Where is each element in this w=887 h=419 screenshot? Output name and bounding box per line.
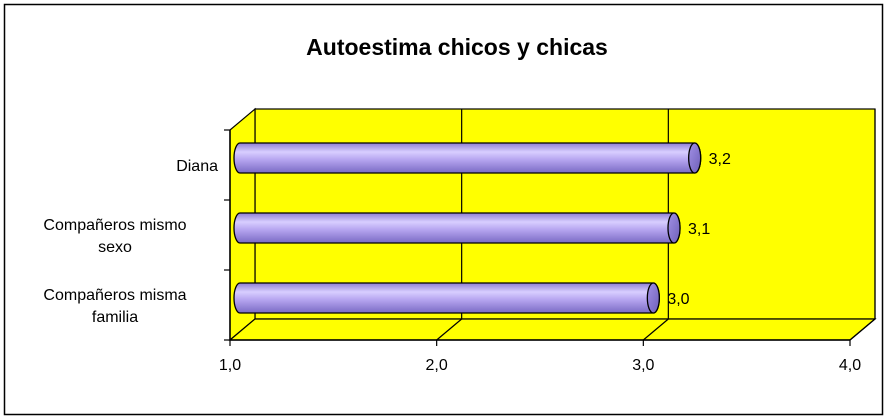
x-tick-label: 2,0 — [426, 357, 448, 374]
bar-cap — [688, 142, 702, 174]
floor — [228, 318, 877, 341]
bar-cap — [646, 282, 660, 314]
category-label: Compañeros mismo — [43, 217, 186, 234]
x-tick-label: 4,0 — [839, 357, 861, 374]
x-tick-label: 1,0 — [219, 357, 241, 374]
category-label: familia — [92, 309, 138, 326]
data-label: 3,0 — [667, 291, 689, 308]
bar — [233, 282, 660, 314]
category-label: Diana — [176, 158, 218, 175]
floor-gridline — [436, 318, 463, 341]
data-label: 3,2 — [709, 151, 731, 168]
floor-gridline — [849, 318, 876, 341]
floor-gridline — [642, 318, 669, 341]
plot-area: 1,0 2,0 3,0 4,0 3,2 Diana 3,1 Compañeros mismo s… — [43, 107, 877, 374]
category-label: Compañeros misma — [43, 287, 186, 304]
data-label: 3,1 — [688, 221, 710, 238]
category-label: sexo — [98, 239, 132, 256]
bar — [233, 212, 681, 244]
x-tick-label: 3,0 — [632, 357, 654, 374]
bar — [233, 142, 702, 174]
chart-title: Autoestima chicos y chicas — [306, 34, 608, 60]
bar-cap — [667, 212, 681, 244]
